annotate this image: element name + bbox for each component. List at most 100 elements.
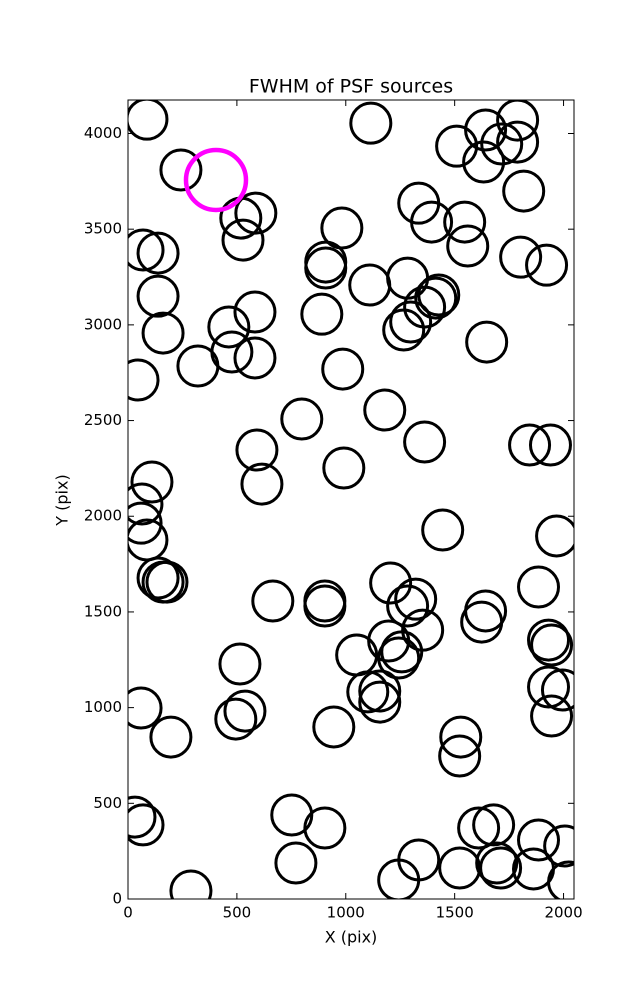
source-circle	[363, 388, 407, 432]
source-circle	[382, 308, 426, 352]
source-circle	[321, 347, 365, 391]
source-circle	[547, 860, 574, 899]
source-circle	[472, 803, 516, 847]
source-circle	[234, 191, 278, 235]
y-tick-label: 1500	[84, 602, 122, 620]
source-circle	[274, 841, 318, 885]
source-circle	[530, 694, 574, 738]
source-circle	[136, 556, 180, 600]
source-circle	[235, 428, 279, 472]
source-circle	[176, 344, 220, 388]
source-circle	[304, 246, 348, 290]
source-circle	[377, 636, 421, 680]
source-circle	[233, 290, 277, 334]
source-circle	[207, 305, 251, 349]
source-circle	[128, 795, 157, 839]
source-circle	[410, 200, 454, 244]
source-circle	[462, 140, 506, 184]
source-circle	[380, 630, 424, 674]
source-circle	[141, 311, 185, 355]
y-tick-label: 500	[93, 794, 122, 812]
source-circle	[438, 734, 482, 778]
source-circle	[517, 818, 561, 862]
source-circle	[300, 292, 344, 336]
source-circle	[377, 858, 421, 899]
y-axis-title: Y (pix)	[53, 474, 72, 526]
source-circle	[303, 584, 347, 628]
source-circle	[480, 122, 524, 166]
source-circle	[128, 228, 165, 272]
source-circle	[540, 668, 574, 712]
source-circle	[475, 841, 519, 885]
source-circle	[417, 273, 461, 317]
source-circle	[535, 514, 574, 558]
source-circle	[525, 243, 569, 287]
source-circle	[460, 600, 504, 644]
source-circle	[280, 397, 324, 441]
y-tick-label: 1000	[84, 698, 122, 716]
source-circle	[136, 231, 180, 275]
plot-frame	[127, 99, 575, 900]
source-circle	[414, 276, 458, 320]
source-circle	[136, 274, 180, 318]
source-circle	[218, 642, 262, 686]
source-circle	[223, 689, 267, 733]
y-tick-label: 2000	[84, 507, 122, 525]
source-circle	[128, 686, 163, 730]
y-tick-label: 3000	[84, 315, 122, 333]
source-circle	[149, 715, 193, 759]
source-circle	[443, 200, 487, 244]
source-circle	[499, 235, 543, 279]
source-circle	[130, 460, 174, 504]
source-circle	[446, 224, 490, 268]
y-tick-label: 3500	[84, 220, 122, 238]
source-circle	[465, 320, 509, 364]
source-circle	[303, 806, 347, 850]
source-circle	[349, 101, 393, 145]
x-tick-label: 500	[223, 904, 252, 922]
source-circle	[528, 423, 572, 467]
source-circle	[145, 560, 189, 604]
source-circle	[251, 579, 295, 623]
source-circle	[240, 462, 284, 506]
source-circle	[221, 218, 265, 262]
source-circle	[128, 100, 169, 141]
source-circle	[438, 846, 482, 890]
source-circle	[527, 618, 571, 662]
source-circle	[312, 705, 356, 749]
source-circle	[128, 803, 165, 847]
source-circle	[369, 561, 413, 605]
source-circle	[421, 508, 465, 552]
source-circle	[389, 300, 433, 344]
source-circle	[335, 633, 379, 677]
source-circle	[403, 420, 447, 464]
y-tick-label: 4000	[84, 124, 122, 142]
x-tick-label: 1500	[436, 904, 474, 922]
chart-title: FWHM of PSF sources	[249, 76, 453, 98]
source-circle	[128, 358, 160, 402]
source-circle	[464, 108, 508, 152]
source-circle	[169, 869, 213, 899]
source-circle	[502, 169, 546, 213]
source-circle	[394, 577, 438, 621]
source-circle	[435, 124, 479, 168]
source-circle	[527, 665, 571, 709]
x-axis-title: X (pix)	[325, 928, 378, 947]
source-circle	[386, 256, 430, 300]
x-tick-label: 0	[123, 904, 133, 922]
source-circle	[386, 584, 430, 628]
source-circle	[358, 669, 402, 713]
source-circle	[159, 148, 203, 192]
plot-area	[128, 100, 574, 899]
x-tick-label: 1000	[327, 904, 365, 922]
source-circle	[233, 336, 277, 380]
source-circle	[270, 793, 314, 837]
source-circle	[322, 446, 366, 490]
source-circle	[128, 482, 164, 526]
source-circle	[530, 623, 574, 667]
source-circle	[439, 715, 483, 759]
source-circle	[183, 147, 249, 213]
source-circle	[128, 501, 163, 545]
